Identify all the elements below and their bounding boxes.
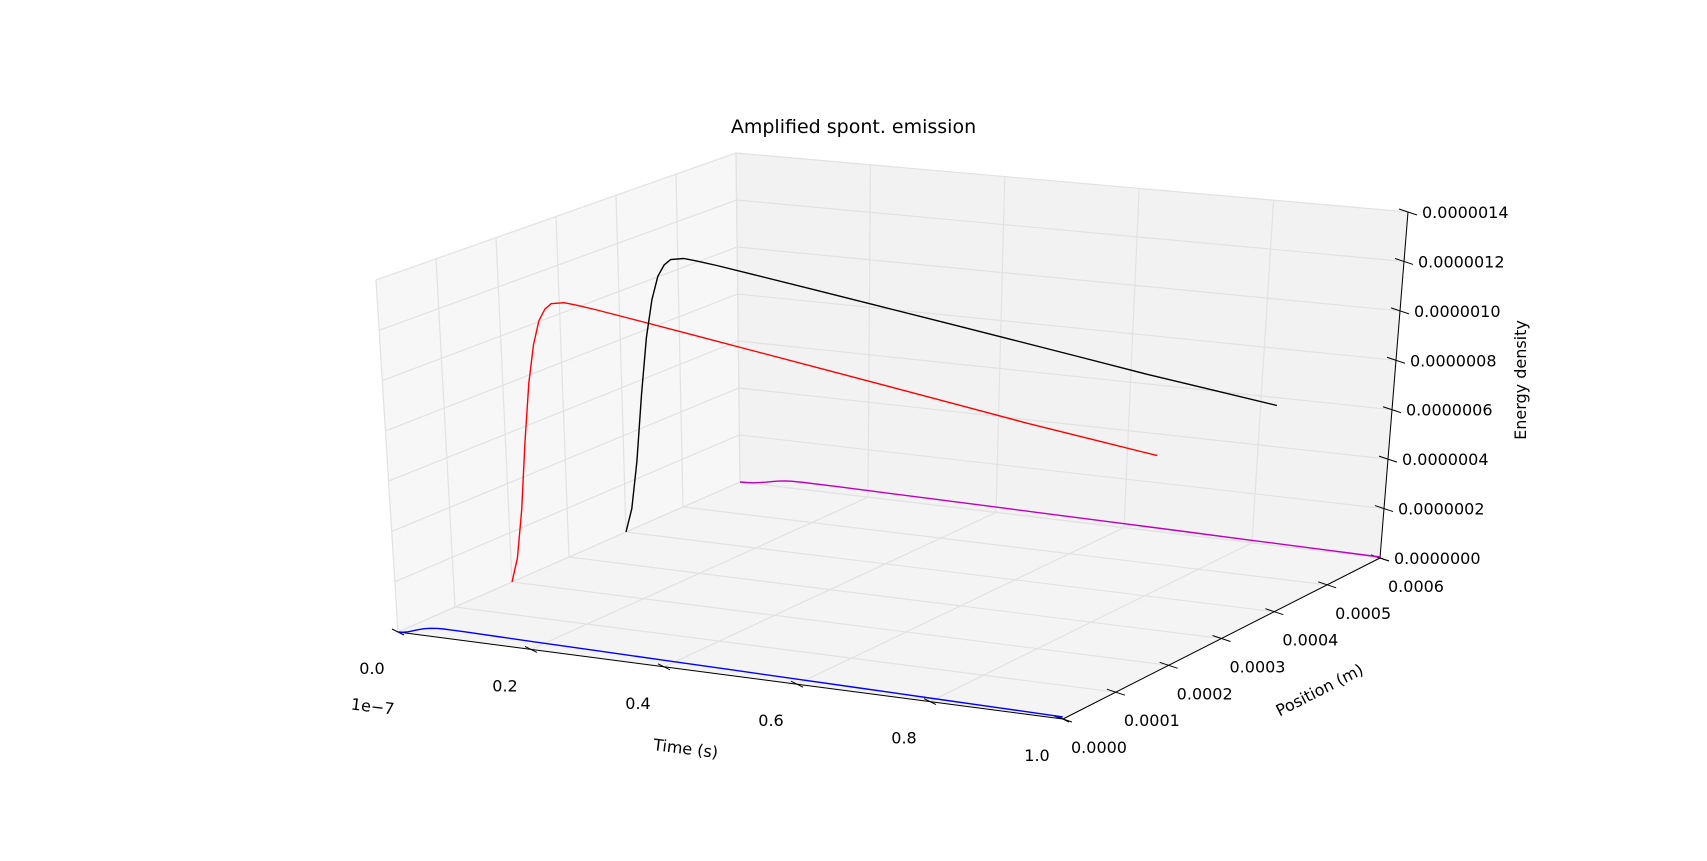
axes-panes (375, 152, 1409, 720)
z-gridline (385, 293, 1397, 432)
z-tick (1378, 455, 1398, 463)
z-tick-label: 0.0000004 (1402, 450, 1489, 469)
y-tick-label: 0.0004 (1282, 631, 1338, 650)
z-gridline (388, 340, 1393, 482)
x-tick (790, 680, 804, 688)
y-tick (1212, 635, 1231, 642)
y-tick-label: 0.0005 (1335, 604, 1391, 623)
x-tick-label: 0.2 (492, 676, 517, 695)
series-line-2 (625, 257, 1278, 533)
z-tick (1398, 208, 1418, 216)
z-tick-label: 0.0000014 (1422, 203, 1509, 222)
chart-title: Amplified spont. emission (730, 116, 977, 138)
x-offset-label: 1e−7 (350, 694, 396, 718)
x-axis-line (397, 631, 1064, 720)
y-tick (1318, 581, 1337, 589)
z-tick-label: 0.0000008 (1410, 351, 1497, 370)
z-tick (1382, 406, 1402, 414)
z-tick (1374, 505, 1394, 513)
series-line-0 (397, 627, 1063, 718)
y-axis-title: Position (m) (1273, 660, 1367, 720)
series-line-1 (511, 301, 1158, 583)
x-tick-label: 0.8 (891, 729, 916, 748)
y-tick (1106, 688, 1125, 696)
z-gridline (391, 387, 1389, 532)
y-tick (1159, 661, 1178, 669)
z-axis-title: Energy density (1511, 320, 1530, 440)
x-tick-label: 0.4 (625, 694, 650, 713)
z-axis-line (1379, 211, 1409, 559)
z-tick-label: 0.0000000 (1394, 549, 1481, 568)
z-tick-label: 0.0000012 (1418, 252, 1505, 271)
z-gridline (394, 434, 1385, 583)
z-tick-label: 0.0000010 (1414, 302, 1501, 321)
z-gridline (382, 246, 1401, 382)
z-tick-label: 0.0000006 (1406, 401, 1493, 420)
y-tick-label: 0.0001 (1124, 711, 1180, 730)
x-axis-title: Time (s) (651, 735, 719, 762)
x-tick (657, 663, 671, 671)
x-tick (923, 698, 937, 706)
axis-labels: 0.0 0.2 0.4 0.6 0.8 1.0 0.0000 0.0001 0.0002 0.00… (350, 203, 1530, 765)
x-tick-label: 1.0 (1024, 746, 1049, 765)
y-tick (1053, 715, 1073, 723)
z-tick (1394, 257, 1414, 265)
data-series (397, 257, 1381, 718)
z-tick (1386, 356, 1406, 364)
x-tick-label: 0.0 (359, 659, 384, 678)
gridlines (375, 152, 1409, 720)
z-tick (1390, 307, 1410, 315)
y-tick-label: 0.0003 (1230, 658, 1286, 677)
z-tick-label: 0.0000002 (1398, 500, 1485, 519)
y-tick-label: 0.0002 (1177, 684, 1233, 703)
x-tick-label: 0.6 (758, 711, 783, 730)
y-tick-label: 0.0000 (1071, 738, 1127, 757)
y-tick-label: 0.0006 (1388, 577, 1444, 596)
z-gridline (378, 199, 1405, 331)
x-tick (524, 645, 538, 653)
z-gridline (375, 152, 1409, 281)
series-line-3 (739, 480, 1381, 558)
y-tick (1265, 608, 1284, 616)
